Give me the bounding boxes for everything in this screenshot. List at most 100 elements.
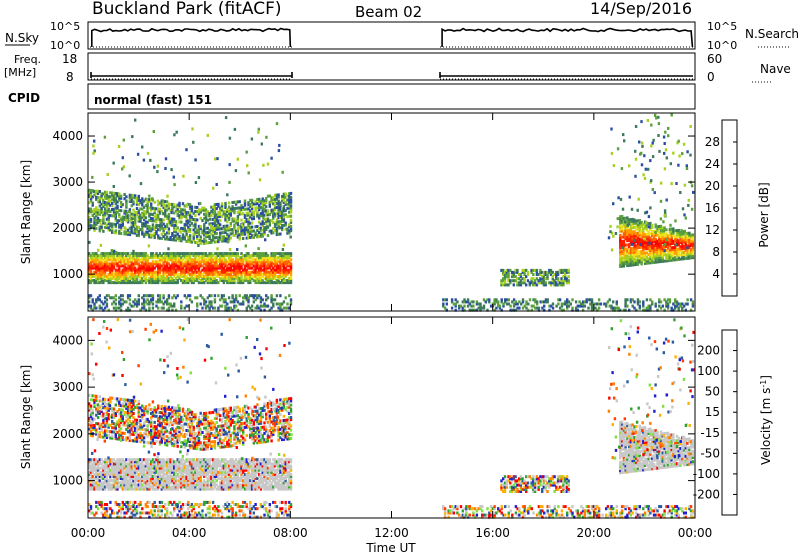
power-cell [242,258,245,262]
power-cell [181,270,185,274]
power-cell [689,235,693,239]
power-cell [238,272,241,276]
power-cell [240,232,243,236]
power-cell [534,300,537,304]
power-cell [468,308,471,312]
power-cell [284,221,287,225]
power-cell [252,215,255,218]
power-cell [626,251,629,255]
power-cell [142,214,146,218]
power-cell [250,254,254,258]
power-cell [121,264,124,268]
power-cell [249,225,252,229]
power-cell [233,227,236,231]
power-cell [557,298,560,302]
power-cell [174,205,178,209]
power-cell [150,235,153,239]
power-cell [215,268,218,272]
power-cell [556,273,560,276]
power-cell [234,252,238,256]
power-cell [273,193,277,197]
power-cell [123,270,126,274]
power-cell [126,254,130,258]
power-cell [275,193,279,197]
power-cell [142,294,146,298]
power-cell [107,262,110,266]
power-cell [121,268,124,272]
power-cell [268,308,271,312]
power-cell [247,213,250,217]
power-cell [564,275,567,279]
power-cell [619,229,622,233]
power-cell [566,300,569,304]
power-cell [581,308,585,312]
power-cell [256,210,259,214]
power-cell [245,294,248,298]
power-cell [118,231,121,235]
velocity-cell [105,466,109,470]
power-cell [624,216,627,220]
velocity-cell [153,487,156,491]
power-cell [628,164,631,168]
power-cell [208,276,211,280]
power-cell [118,276,121,280]
power-cell [89,268,93,272]
power-cell [633,300,636,304]
power-cell [263,228,266,232]
power-cell [203,266,206,270]
power-cell [213,268,217,272]
power-cell [178,228,181,232]
power-cell [619,254,622,258]
velocity-cell [93,487,96,491]
power-cell [511,308,514,312]
power-cell [173,264,176,268]
power-cell [165,302,169,306]
power-cell [284,272,287,276]
power-cell [164,233,167,237]
velocity-cell [119,475,123,478]
power-cell [617,306,620,310]
power-cell [220,239,224,243]
velocity-cell [135,485,139,489]
velocity-cell [118,458,121,462]
velocity-cell [141,462,144,466]
power-cell [549,281,553,285]
power-cell [562,281,565,285]
power-cell [227,213,231,217]
power-cell [114,198,117,202]
power-cell [275,195,279,199]
power-cell [118,296,121,300]
power-cell [196,254,199,258]
power-cell [167,302,171,306]
power-cell [227,262,231,266]
power-cell [96,210,100,214]
power-cell [266,213,270,217]
power-cell [173,302,176,306]
power-cell [121,270,124,274]
power-cell [541,270,544,274]
power-cell [631,257,634,261]
velocity-cell [93,458,96,462]
power-cell [277,256,280,260]
power-cell [289,191,293,195]
power-cell [284,256,287,260]
velocity-cell [105,479,109,483]
power-cell [204,254,208,258]
power-cell [279,205,282,209]
power-cell [567,281,570,285]
power-cell [566,302,569,306]
power-cell [167,227,171,231]
power-cell [169,235,172,239]
power-cell [141,207,144,211]
power-cell [240,226,243,230]
velocity-cell [142,472,146,476]
power-cell [151,272,155,276]
power-cell [188,238,192,242]
power-cell [229,276,232,280]
power-cell [666,236,670,240]
velocity-cell [155,464,158,468]
power-cell [215,240,218,244]
power-cell [88,188,91,192]
power-cell [159,222,162,226]
velocity-cell [130,462,133,466]
